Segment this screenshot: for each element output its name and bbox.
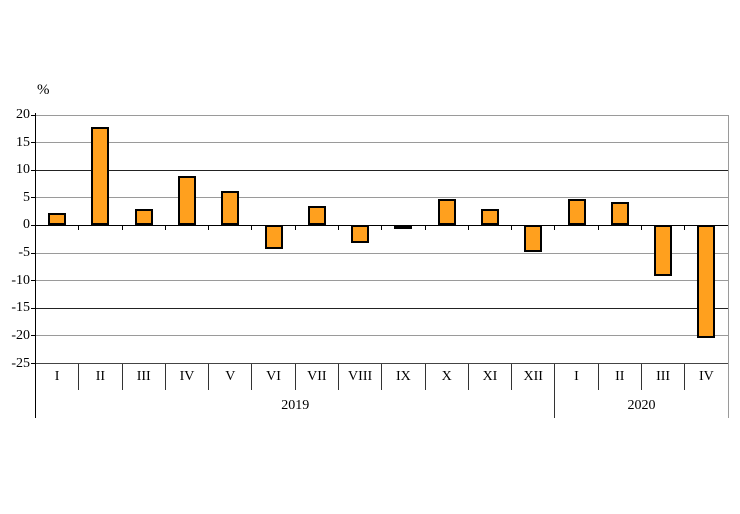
month-label: IV <box>698 369 714 384</box>
y-axis-tick <box>30 224 36 226</box>
category-axis-tick <box>684 225 686 231</box>
month-label: X <box>441 369 452 384</box>
month-label: II <box>615 369 625 384</box>
y-axis-tick <box>30 280 36 282</box>
bar-2019-VII <box>307 205 326 226</box>
gridline <box>35 280 728 282</box>
category-axis-tick <box>381 225 383 231</box>
y-tick-label: 5 <box>23 189 30 205</box>
bar-2019-X <box>437 199 456 226</box>
plot-right-border <box>727 115 729 418</box>
bar-2019-IX <box>394 225 413 230</box>
category-axis-tick <box>467 225 469 231</box>
y-tick-label: -15 <box>11 300 30 316</box>
category-axis-tick <box>640 225 642 231</box>
bar-2020-IV <box>697 225 716 339</box>
month-label: IV <box>179 369 195 384</box>
month-label: I <box>574 369 579 384</box>
bar-2019-VIII <box>351 225 370 244</box>
y-axis-tick <box>30 363 36 364</box>
y-tick-label: -25 <box>11 355 30 371</box>
y-axis-tick <box>30 252 36 254</box>
y-axis-line <box>34 113 36 418</box>
bar-2020-III <box>654 225 673 277</box>
bar-2019-II <box>91 127 110 226</box>
year-label: 2020 <box>627 398 656 413</box>
year-label: 2019 <box>281 398 310 413</box>
y-tick-label: -10 <box>11 272 30 288</box>
bar-2019-V <box>221 190 240 226</box>
gridline <box>35 197 728 199</box>
bar-2019-VI <box>264 225 283 250</box>
month-separator <box>78 364 80 390</box>
category-axis-tick <box>511 225 513 231</box>
month-label: IX <box>396 369 411 384</box>
y-axis-tick <box>30 169 36 171</box>
gridline <box>35 252 728 254</box>
bar-2019-XI <box>480 208 499 226</box>
category-axis-tick <box>554 225 556 231</box>
month-label: III <box>656 369 671 384</box>
category-axis-tick <box>208 225 210 231</box>
y-tick-label: -20 <box>11 327 30 343</box>
category-axis-tick <box>294 225 296 231</box>
month-label: VII <box>307 369 327 384</box>
y-axis-tick <box>30 114 36 116</box>
y-axis-tick <box>30 142 36 144</box>
category-axis-tick <box>424 225 426 231</box>
y-axis-tick <box>30 197 36 199</box>
month-label: VIII <box>348 369 373 384</box>
month-label: VI <box>266 369 281 384</box>
month-separator <box>597 364 599 390</box>
bar-2019-III <box>134 209 153 226</box>
month-separator <box>511 364 513 390</box>
year-separator <box>554 364 556 418</box>
y-tick-label: 15 <box>16 134 30 150</box>
category-axis-tick <box>164 225 166 231</box>
month-label: II <box>95 369 106 384</box>
month-separator <box>337 364 339 390</box>
category-axis-tick <box>121 225 123 231</box>
y-axis-tick <box>30 307 36 309</box>
y-axis-tick <box>30 335 36 337</box>
month-label: I <box>54 369 60 384</box>
month-label: V <box>225 369 236 384</box>
category-axis-tick <box>597 225 599 231</box>
y-tick-label: 0 <box>23 217 30 233</box>
gridline <box>35 335 728 337</box>
month-separator <box>294 364 296 390</box>
y-tick-label: 10 <box>16 162 30 178</box>
y-tick-label: 20 <box>16 107 30 122</box>
bar-2019-XII <box>524 225 543 252</box>
month-separator <box>684 364 686 390</box>
gridline <box>35 363 728 364</box>
bar-2020-II <box>610 202 629 226</box>
month-separator <box>164 364 166 390</box>
bar-2020-I <box>567 199 586 226</box>
month-label: XI <box>482 369 498 384</box>
gridline <box>35 307 728 309</box>
month-separator <box>381 364 383 390</box>
month-separator <box>121 364 123 390</box>
bar-2019-I <box>48 212 67 226</box>
bar-2019-IV <box>177 176 196 226</box>
month-separator <box>251 364 253 390</box>
gridline <box>35 114 728 116</box>
month-separator <box>467 364 469 390</box>
category-axis-tick <box>251 225 253 231</box>
month-separator <box>424 364 426 390</box>
gridline <box>35 169 728 171</box>
month-label: XII <box>523 369 543 384</box>
category-axis-tick <box>337 225 339 231</box>
month-separator <box>640 364 642 390</box>
gridline <box>35 142 728 144</box>
month-label: III <box>136 369 151 384</box>
month-separator <box>208 364 210 390</box>
y-tick-label: -5 <box>18 245 30 261</box>
category-axis-tick <box>78 225 80 231</box>
y-axis-unit-label: % <box>37 82 50 98</box>
